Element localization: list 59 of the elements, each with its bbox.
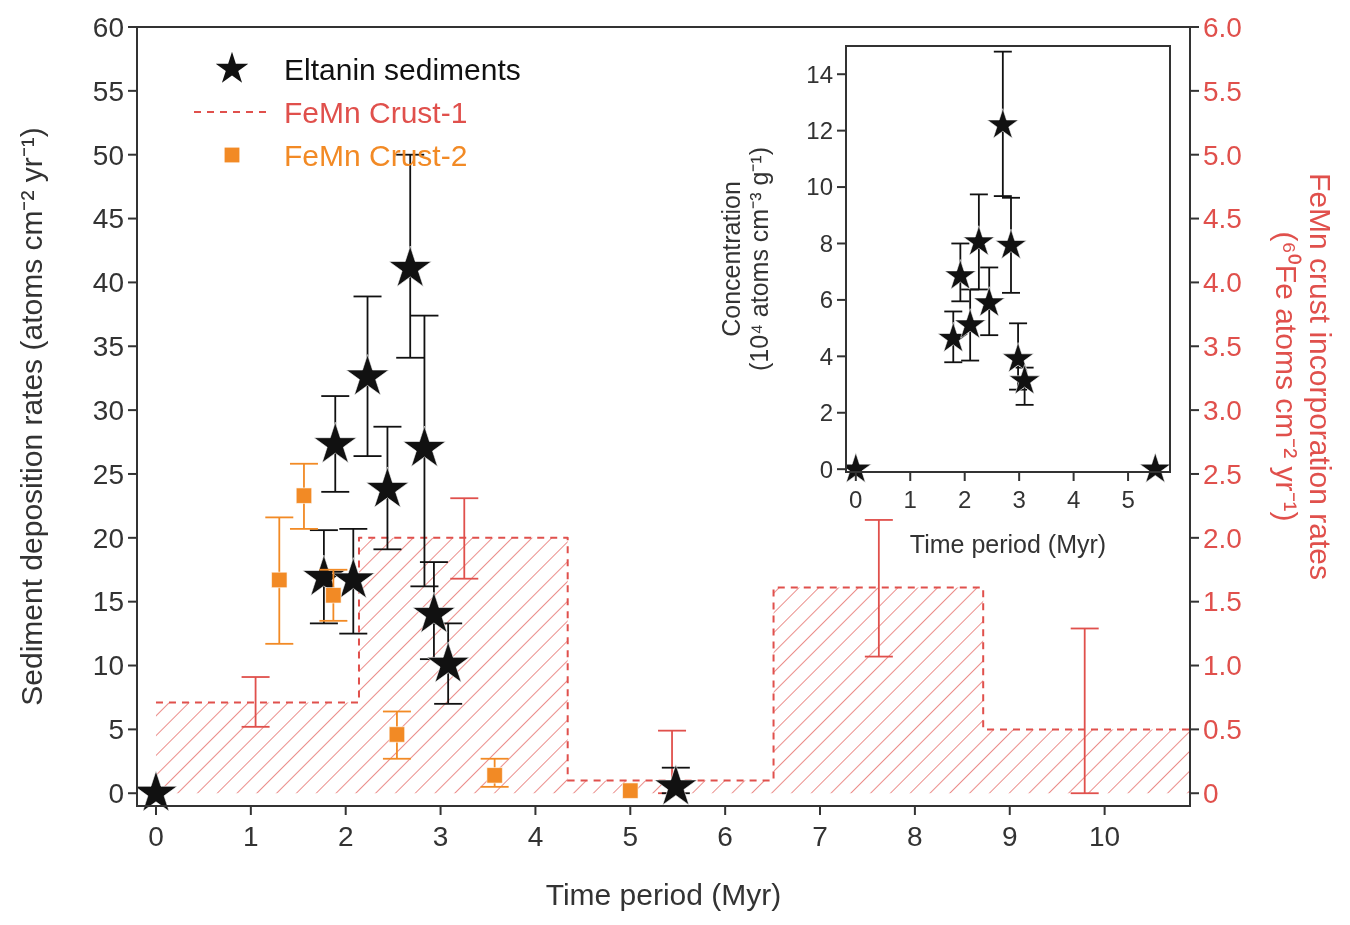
y2-tick-label: 3.5 — [1203, 331, 1242, 363]
y-tick-label: 30 — [92, 394, 124, 426]
y-tick-label: 8 — [819, 229, 833, 257]
y2-tick-label: 6.0 — [1203, 11, 1242, 43]
y-tick-label: 15 — [92, 586, 124, 618]
y2-axis-title: FeMn crust incorporation rates (⁶⁰Fe atoms cm⁻² yr⁻¹) — [1269, 173, 1337, 580]
y2-tick-label: 0 — [1203, 778, 1219, 810]
x-tick-label: 5 — [1121, 486, 1135, 513]
x-tick-label: 8 — [907, 821, 923, 852]
y-tick-label: 0 — [108, 778, 124, 810]
y-tick-label: 60 — [92, 11, 124, 43]
y2-tick-label: 2.0 — [1203, 522, 1242, 554]
y-tick-label: 0 — [819, 455, 833, 483]
x-axis-title: Time period (Myr) — [545, 878, 782, 911]
x-tick-label: 4 — [1066, 486, 1081, 513]
y2-tick-label: 5.5 — [1203, 75, 1242, 107]
x-tick-label: 1 — [903, 486, 917, 513]
y-tick-label: 55 — [92, 75, 124, 107]
x-tick-label: 4 — [527, 821, 544, 852]
y-tick-label: 4 — [819, 342, 833, 370]
x-tick-label: 3 — [1012, 486, 1026, 513]
x-tick-label: 5 — [622, 821, 639, 852]
x-tick-label: 0 — [849, 486, 863, 513]
y2-tick-label: 2.5 — [1203, 458, 1242, 490]
y-axis-title: Sediment deposition rates (atoms cm⁻² yr⁻¹) — [15, 127, 48, 706]
x-tick-label: 9 — [1001, 821, 1018, 852]
legend-label: FeMn Crust-1 — [284, 95, 468, 129]
y-tick-label: 20 — [92, 522, 124, 554]
y-tick-label: 2 — [819, 399, 833, 427]
y-tick-label: 35 — [92, 331, 124, 363]
y-tick-label: 12 — [806, 117, 833, 145]
x-tick-label: 0 — [148, 821, 164, 852]
x-tick-label: 2 — [958, 486, 972, 513]
y-tick-label: 10 — [92, 650, 124, 682]
x-axis-title: Time period (Myr) — [909, 530, 1107, 558]
y2-tick-label: 4.0 — [1203, 267, 1242, 299]
y-tick-label: 5 — [108, 714, 124, 746]
x-tick-label: 1 — [243, 821, 259, 852]
x-tick-label: 3 — [432, 821, 449, 852]
y-tick-label: 40 — [92, 267, 124, 299]
x-tick-label: 2 — [337, 821, 354, 852]
y2-tick-label: 1.5 — [1203, 586, 1242, 618]
x-tick-label: 10 — [1089, 821, 1121, 852]
y-tick-label: 14 — [806, 60, 833, 88]
x-tick-label: 7 — [812, 821, 828, 852]
y-tick-label: 10 — [806, 173, 833, 201]
legend-label: Eltanin sediments — [284, 52, 521, 86]
legend-label: FeMn Crust-2 — [284, 138, 468, 172]
y-tick-label: 45 — [92, 203, 124, 235]
y2-tick-label: 1.0 — [1203, 650, 1242, 682]
y-axis-title: Concentration (10⁴ atoms cm⁻³ g⁻¹) — [717, 147, 773, 371]
x-tick-label: 6 — [717, 821, 733, 852]
y2-tick-label: 4.5 — [1203, 203, 1242, 235]
y-tick-label: 50 — [92, 139, 124, 171]
y-tick-label: 6 — [819, 286, 833, 314]
y2-tick-label: 3.0 — [1203, 394, 1242, 426]
y-tick-label: 25 — [92, 458, 124, 490]
y2-tick-label: 5.0 — [1203, 139, 1242, 171]
y2-tick-label: 0.5 — [1203, 714, 1242, 746]
